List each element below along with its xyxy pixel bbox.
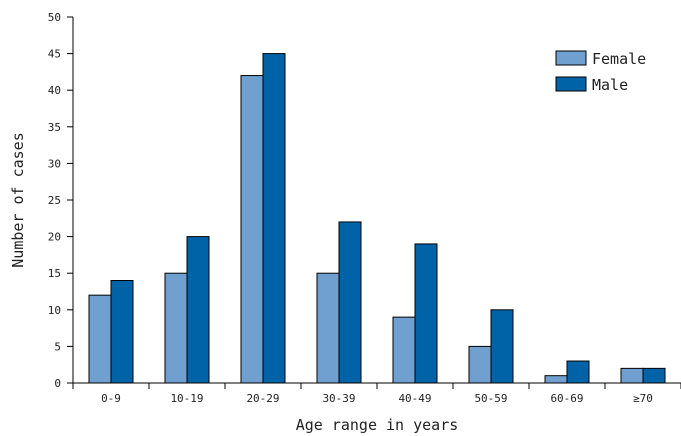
bar-female-1 <box>164 272 188 384</box>
bar-male-5 <box>490 309 514 384</box>
bar-male-7 <box>642 367 666 384</box>
legend-label-male: Male <box>592 76 628 94</box>
y-tick-label: 50 <box>48 11 61 24</box>
x-axis-title: Age range in years <box>296 416 459 434</box>
x-tick-label: 60-69 <box>550 392 583 405</box>
y-tick-label: 25 <box>48 194 61 207</box>
legend-label-female: Female <box>592 50 646 68</box>
x-tick-label: 50-59 <box>474 392 507 405</box>
x-axis-ticks: 0-9 10-19 20-29 30-39 40-49 50-59 60-69 ≥70 <box>72 383 681 405</box>
x-tick-label: ≥70 <box>633 392 653 405</box>
y-tick-label: 10 <box>48 304 61 317</box>
bar-male-2 <box>262 53 286 384</box>
bars-group <box>88 53 666 384</box>
bar-female-6 <box>544 375 568 384</box>
bar-male-1 <box>186 236 210 384</box>
x-tick-label: 20-29 <box>246 392 279 405</box>
x-tick-label: 40-49 <box>398 392 431 405</box>
bar-female-3 <box>316 272 340 384</box>
y-axis-ticks: 0 5 10 15 20 25 30 35 40 45 50 <box>48 11 73 390</box>
bar-female-2 <box>240 75 264 384</box>
y-axis-title: Number of cases <box>9 132 27 267</box>
bar-female-5 <box>468 345 492 384</box>
bar-male-0 <box>110 280 134 384</box>
y-tick-label: 5 <box>54 340 61 353</box>
y-tick-label: 35 <box>48 121 61 134</box>
y-tick-label: 45 <box>48 48 61 61</box>
bar-female-4 <box>392 316 416 384</box>
legend-swatch-male <box>555 76 587 92</box>
bar-male-6 <box>566 360 590 384</box>
x-tick-label: 10-19 <box>170 392 203 405</box>
y-tick-label: 30 <box>48 157 61 170</box>
y-tick-label: 15 <box>48 267 61 280</box>
bar-male-3 <box>338 221 362 384</box>
legend-swatch-female <box>555 50 587 66</box>
bar-male-4 <box>414 243 438 384</box>
y-tick-label: 40 <box>48 84 61 97</box>
x-tick-label: 30-39 <box>322 392 355 405</box>
x-tick-label: 0-9 <box>101 392 121 405</box>
y-tick-label: 20 <box>48 231 61 244</box>
y-tick-label: 0 <box>54 377 61 390</box>
legend: Female Male <box>555 50 646 94</box>
bar-female-0 <box>88 294 112 384</box>
bar-female-7 <box>620 367 644 384</box>
